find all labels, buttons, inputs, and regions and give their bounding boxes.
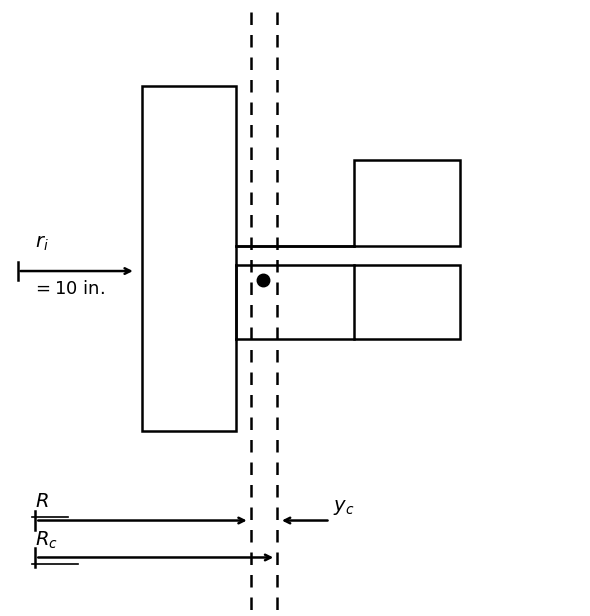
Text: $= 10\ \mathrm{in.}$: $= 10\ \mathrm{in.}$ (32, 280, 106, 298)
Text: $R$: $R$ (35, 493, 49, 511)
Text: $R_c$: $R_c$ (35, 530, 58, 551)
Bar (354, 265, 460, 339)
Bar (142, 86, 236, 431)
Text: $y_c$: $y_c$ (333, 498, 355, 517)
Bar (354, 160, 460, 246)
Text: $r_i$: $r_i$ (35, 234, 49, 253)
